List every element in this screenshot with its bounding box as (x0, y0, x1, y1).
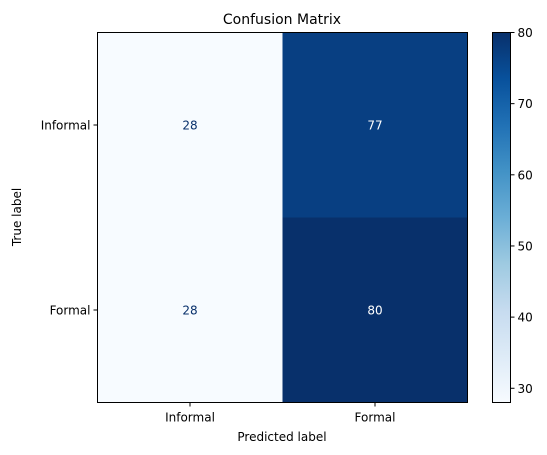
cell-value-label: 77 (367, 119, 382, 133)
heatmap-cells (97, 32, 468, 403)
y-tick-label: Informal (41, 119, 91, 133)
x-tick-label: Informal (165, 411, 215, 425)
colorbar-tick-label: 60 (518, 168, 533, 182)
heatmap-cell (97, 32, 283, 218)
colorbar-tick-label: 30 (518, 382, 533, 396)
cell-value-label: 28 (182, 304, 197, 318)
colorbar-tick-label: 80 (518, 26, 533, 40)
colorbar-tick-label: 50 (518, 239, 533, 253)
x-tick-label: Formal (355, 411, 396, 425)
heatmap-cell (97, 217, 283, 403)
y-tick-label: Formal (50, 304, 91, 318)
cell-value-label: 28 (182, 119, 197, 133)
chart-title: Confusion Matrix (223, 12, 341, 28)
x-axis-ticks: Informal Formal (165, 402, 396, 425)
cell-value-label: 80 (367, 304, 382, 318)
plot-frame (97, 32, 468, 403)
colorbar-tick-label: 70 (518, 97, 533, 111)
heatmap-cell (282, 217, 468, 403)
colorbar (492, 32, 511, 403)
colorbar-ticks: 30 40 50 60 70 80 (510, 26, 533, 396)
y-axis-ticks: Informal Formal (41, 119, 98, 318)
x-axis-label: Predicted label (237, 430, 326, 444)
heatmap-cell (282, 32, 468, 218)
colorbar-tick-label: 40 (518, 311, 533, 325)
y-axis-label: True label (10, 188, 24, 247)
heatmap-cell-labels: 28 77 28 80 (182, 119, 382, 318)
